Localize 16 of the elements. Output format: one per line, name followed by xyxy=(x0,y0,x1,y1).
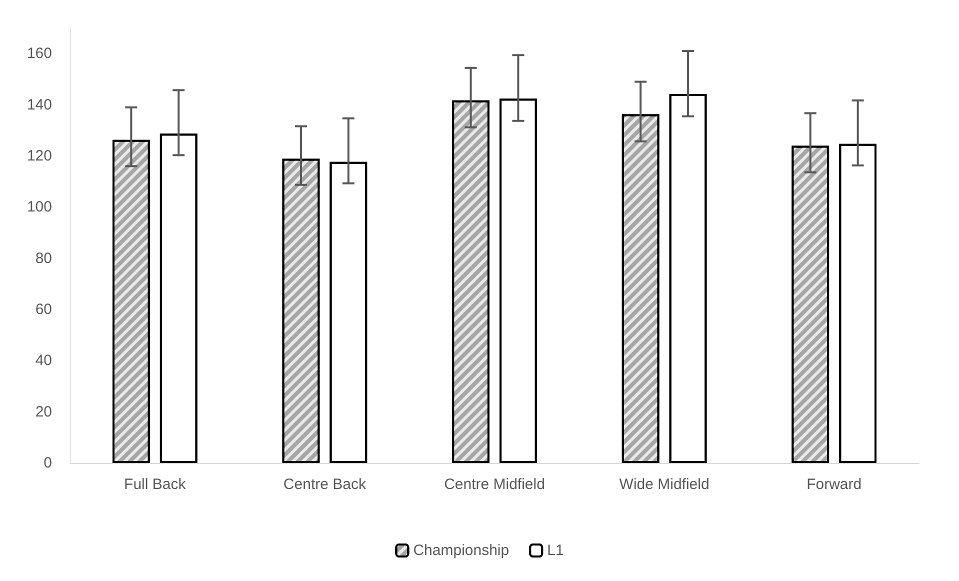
y-tick-label: 120 xyxy=(26,147,52,164)
y-tick-label: 60 xyxy=(35,300,52,318)
y-tick-label: 20 xyxy=(35,403,52,420)
y-tick-label: 160 xyxy=(26,45,52,62)
x-tick-label: Forward xyxy=(806,476,862,493)
y-tick-label: 140 xyxy=(26,96,52,114)
x-tick-label: Wide Midfield xyxy=(619,476,710,493)
x-tick-label: Centre Midfield xyxy=(444,476,545,493)
y-tick-label: 100 xyxy=(26,198,52,216)
y-tick-label: 0 xyxy=(44,454,52,472)
x-tick-label: Centre Back xyxy=(283,476,366,493)
y-tick-label: 80 xyxy=(35,250,52,267)
legend-label: L1 xyxy=(547,542,564,559)
x-tick-label: Full Back xyxy=(124,476,186,493)
legend-label: Championship xyxy=(413,542,510,559)
y-tick-label: 40 xyxy=(35,352,52,370)
